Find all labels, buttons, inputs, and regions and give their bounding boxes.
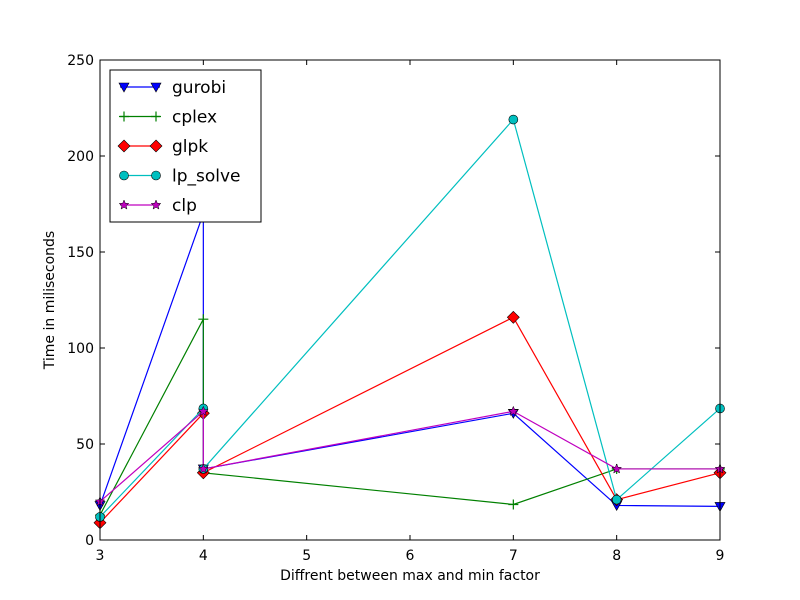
y-tick-label-200: 200 xyxy=(67,149,94,165)
series-line-gurobi xyxy=(99,213,721,507)
legend-label-clp: clp xyxy=(172,196,197,216)
y-axis-label: Time in miliseconds xyxy=(42,231,58,370)
series-layer xyxy=(93,114,727,530)
tick-layer: 3 4 5 6 7 8 9 0 50 100 150 200 250 xyxy=(67,53,724,564)
y-tick-label-100: 100 xyxy=(67,341,94,357)
data-point-glpk-3 xyxy=(506,310,520,324)
y-tick-label-150: 150 xyxy=(67,245,94,261)
x-tick-label-9: 9 xyxy=(716,548,725,564)
legend-marker-end-clp xyxy=(150,199,162,210)
legend-label-lp_solve: lp_solve xyxy=(172,167,241,187)
data-point-clp-4 xyxy=(611,463,623,474)
legend-marker-end-lp_solve xyxy=(151,170,161,181)
x-tick-label-8: 8 xyxy=(612,548,621,564)
legend-item-cplex: cplex xyxy=(119,108,217,128)
legend-item-gurobi: gurobi xyxy=(118,78,226,98)
legend-item-lp_solve: lp_solve xyxy=(119,167,241,187)
legend-label-glpk: glpk xyxy=(172,137,208,157)
y-tick-label-0: 0 xyxy=(85,533,94,549)
series-line-glpk xyxy=(99,316,721,524)
legend-item-clp: clp xyxy=(118,196,197,216)
x-tick-label-6: 6 xyxy=(406,548,415,564)
legend-item-glpk: glpk xyxy=(117,137,208,157)
data-point-clp-1 xyxy=(197,405,209,416)
legend-marker-start-glpk xyxy=(117,139,131,153)
x-axis-label: Diffrent between max and min factor xyxy=(280,568,540,584)
legend-marker-end-glpk xyxy=(149,139,163,153)
series-line-clp xyxy=(99,410,720,503)
x-tick-label-3: 3 xyxy=(96,548,105,564)
legend-marker-start-lp_solve xyxy=(119,170,129,181)
legend-marker-start-gurobi xyxy=(118,82,130,93)
x-tick-label-4: 4 xyxy=(199,548,208,564)
data-point-clp-3 xyxy=(507,405,519,416)
data-point-lp_solve-4 xyxy=(611,494,622,505)
data-point-cplex-3 xyxy=(508,499,519,510)
y-tick-label-250: 250 xyxy=(67,53,94,69)
data-point-lp_solve-3 xyxy=(508,114,519,125)
legend-marker-start-cplex xyxy=(119,111,129,122)
legend-marker-end-cplex xyxy=(151,111,161,122)
data-point-clp-2 xyxy=(197,463,209,474)
legend-marker-start-clp xyxy=(118,199,130,210)
y-tick-label-50: 50 xyxy=(76,437,94,453)
data-point-cplex-1 xyxy=(198,314,209,325)
legend-marker-end-gurobi xyxy=(150,82,162,93)
x-tick-label-5: 5 xyxy=(302,548,311,564)
legend-label-gurobi: gurobi xyxy=(172,78,226,98)
legend-label-cplex: cplex xyxy=(172,108,217,128)
x-tick-label-7: 7 xyxy=(509,548,518,564)
